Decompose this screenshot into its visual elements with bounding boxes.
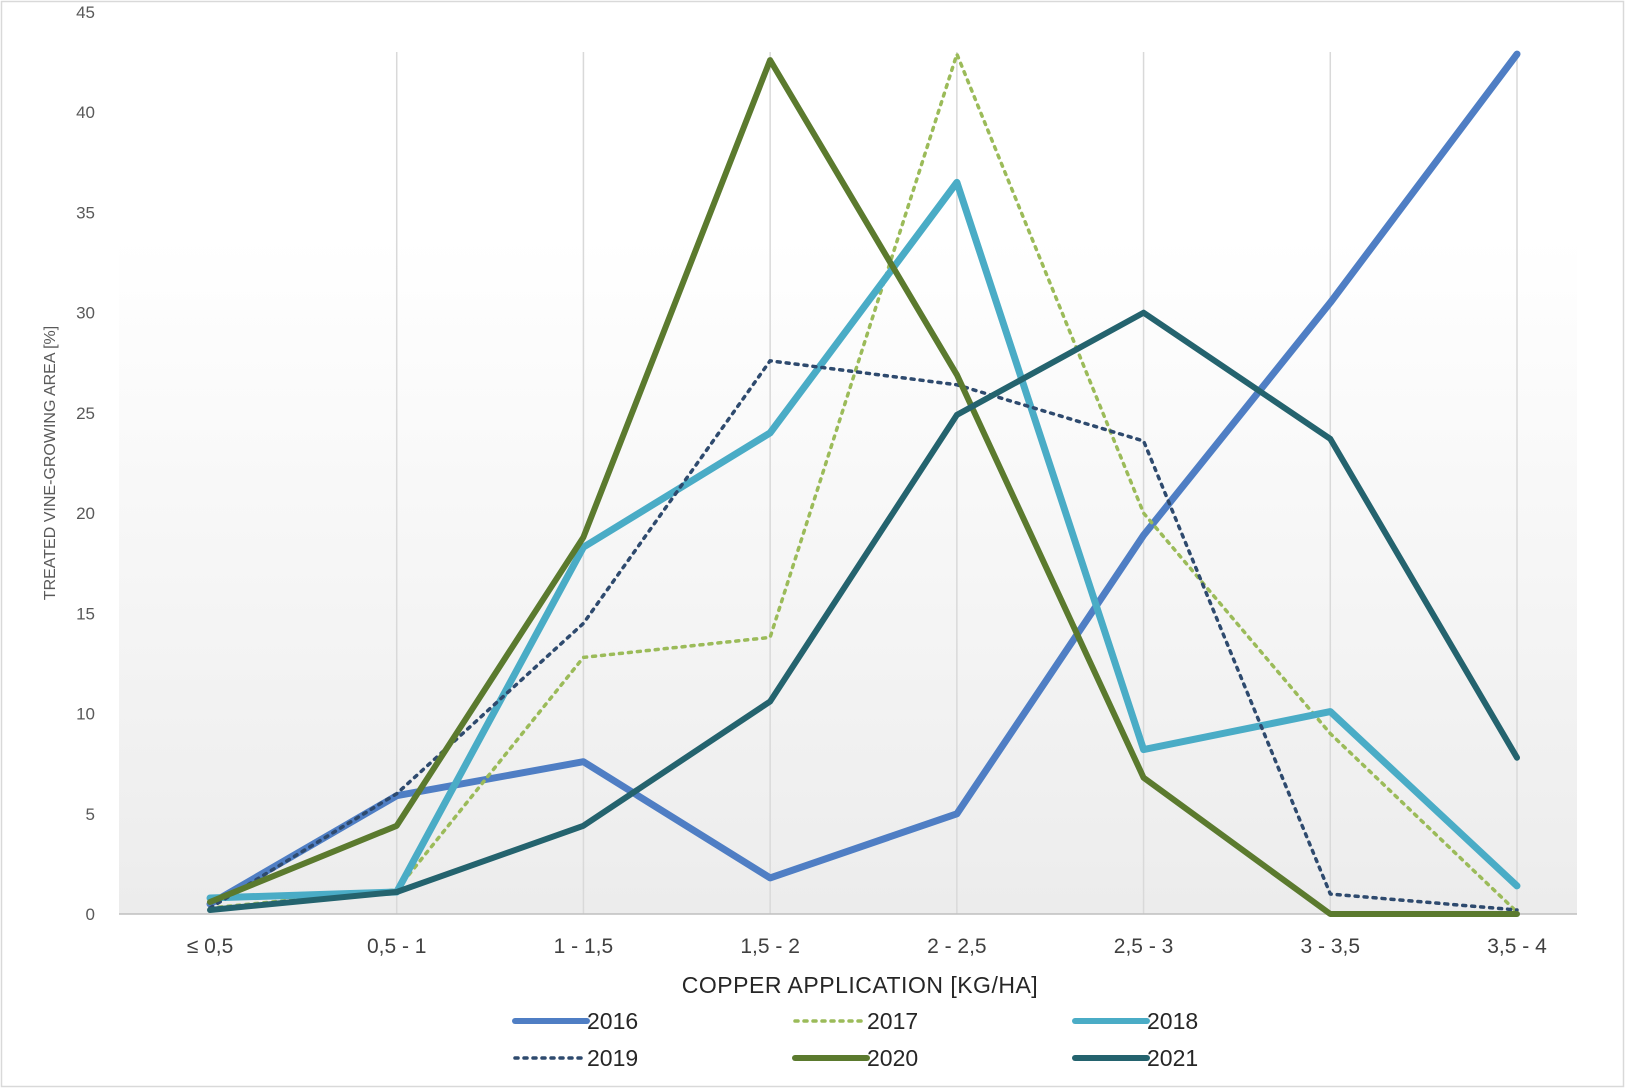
x-tick-label: 2 - 2,5 bbox=[927, 935, 987, 958]
y-tick-label: 45 bbox=[76, 3, 95, 22]
y-tick-label: 5 bbox=[86, 805, 95, 824]
y-tick-label: 0 bbox=[86, 905, 95, 924]
y-tick-label: 15 bbox=[76, 604, 95, 623]
series-line-2018 bbox=[206, 178, 1521, 902]
x-axis-title: COPPER APPLICATION [KG/HA] bbox=[682, 972, 1038, 998]
series-line-2017 bbox=[208, 52, 1519, 914]
plot-area bbox=[119, 12, 1577, 914]
x-tick-label: 0,5 - 1 bbox=[367, 935, 427, 958]
legend-label-2021: 2021 bbox=[1147, 1045, 1198, 1071]
legend-label-2018: 2018 bbox=[1147, 1008, 1198, 1034]
series-lines bbox=[206, 50, 1521, 917]
x-tick-label: 3 - 3,5 bbox=[1301, 935, 1361, 958]
y-axis-ticks: 0 5 10 15 20 25 30 35 40 45 bbox=[76, 3, 95, 924]
x-axis-ticks: ≤ 0,5 0,5 - 1 1 - 1,5 1,5 - 2 2 - 2,5 2,5 - 3… bbox=[187, 935, 1547, 958]
gridlines bbox=[395, 52, 1518, 914]
series-line-2019 bbox=[208, 359, 1519, 912]
series-line-2021 bbox=[207, 309, 1520, 913]
y-tick-label: 25 bbox=[76, 404, 95, 423]
x-tick-label: 2,5 - 3 bbox=[1114, 935, 1174, 958]
y-axis-title: TREATED VINE-GROWING AREA [%] bbox=[42, 326, 59, 600]
legend-label-2020: 2020 bbox=[867, 1045, 918, 1071]
series-line-2020 bbox=[207, 57, 1520, 917]
x-tick-label: 1,5 - 2 bbox=[740, 935, 800, 958]
y-tick-label: 30 bbox=[76, 304, 95, 323]
x-tick-label: 3,5 - 4 bbox=[1487, 935, 1547, 958]
legend: 2016 2017 2018 2019 2020 2021 bbox=[512, 1008, 1198, 1071]
y-tick-label: 10 bbox=[76, 705, 95, 724]
y-tick-label: 20 bbox=[76, 504, 95, 523]
legend-label-2019: 2019 bbox=[587, 1045, 638, 1071]
y-tick-label: 35 bbox=[76, 203, 95, 222]
x-tick-label: ≤ 0,5 bbox=[187, 935, 234, 958]
legend-label-2017: 2017 bbox=[867, 1008, 918, 1034]
legend-label-2016: 2016 bbox=[587, 1008, 638, 1034]
y-tick-label: 40 bbox=[76, 103, 95, 122]
x-tick-label: 1 - 1,5 bbox=[554, 935, 614, 958]
series-line-2016 bbox=[206, 50, 1521, 908]
